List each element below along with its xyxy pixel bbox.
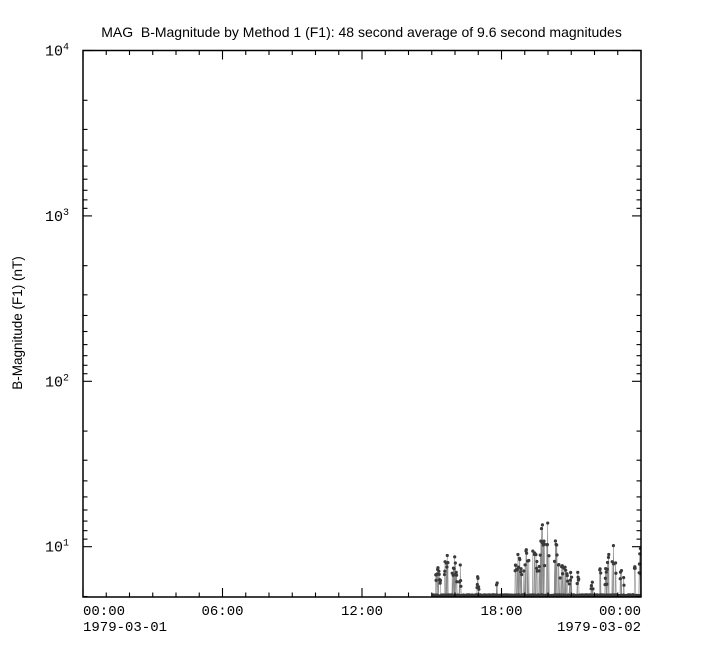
svg-text:B-Magnitude (F1) (nT): B-Magnitude (F1) (nT) [10, 256, 25, 390]
svg-text:104: 104 [45, 43, 69, 61]
svg-text:MAG B-Magnitude by Method 1 (: MAG B-Magnitude by Method 1 (F1): 48 sec… [101, 24, 622, 40]
svg-text:101: 101 [45, 539, 69, 557]
svg-text:06:00: 06:00 [201, 604, 243, 620]
svg-text:00:00: 00:00 [599, 604, 641, 620]
svg-text:1979-03-02: 1979-03-02 [557, 620, 641, 636]
svg-text:00:00: 00:00 [83, 604, 125, 620]
svg-text:12:00: 12:00 [341, 604, 383, 620]
svg-text:102: 102 [45, 373, 69, 391]
svg-text:18:00: 18:00 [480, 604, 522, 620]
svg-text:103: 103 [45, 208, 69, 226]
svg-text:1979-03-01: 1979-03-01 [83, 620, 167, 636]
